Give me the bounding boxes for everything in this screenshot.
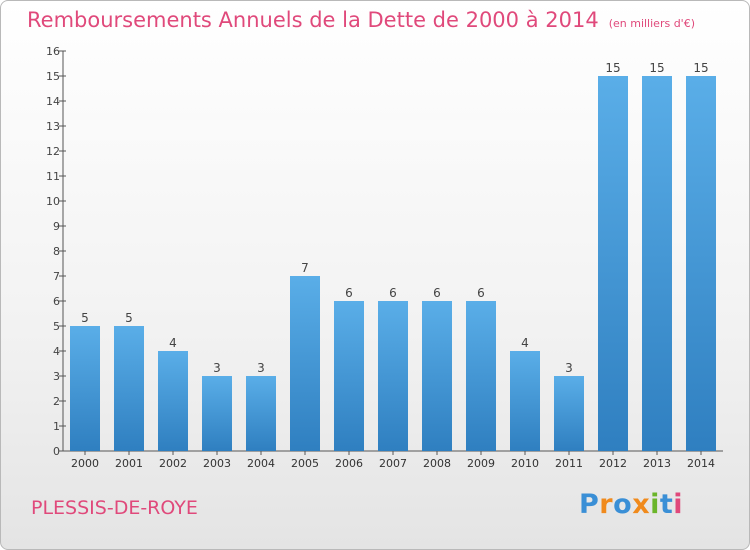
- data-label: 4: [521, 336, 529, 350]
- y-tick-label: 4: [53, 345, 60, 358]
- data-label: 6: [433, 286, 441, 300]
- data-label: 5: [125, 311, 133, 325]
- bar-2008: [422, 301, 452, 451]
- y-tick-label: 8: [53, 245, 60, 258]
- bar-2004: [246, 376, 276, 451]
- x-tick-label: 2000: [71, 457, 99, 470]
- x-tick-label: 2003: [203, 457, 231, 470]
- title-text: Remboursements Annuels de la Dette de 20…: [27, 8, 599, 32]
- logo-letter: i: [673, 489, 684, 520]
- logo-letter: r: [599, 489, 614, 520]
- x-tick-label: 2011: [555, 457, 583, 470]
- logo-letter: i: [650, 489, 660, 520]
- y-tick-label: 1: [53, 420, 60, 433]
- y-tick-label: 0: [53, 445, 60, 458]
- data-label: 3: [565, 361, 573, 375]
- y-tick-label: 6: [53, 295, 60, 308]
- x-tick-label: 2005: [291, 457, 319, 470]
- logo-letter: x: [632, 489, 651, 520]
- x-tick-label: 2002: [159, 457, 187, 470]
- data-label: 5: [81, 311, 89, 325]
- bars: [70, 76, 716, 451]
- bar-2007: [378, 301, 408, 451]
- data-label: 15: [605, 61, 620, 75]
- y-tick-label: 10: [46, 195, 60, 208]
- x-tick-label: 2001: [115, 457, 143, 470]
- x-tick-label: 2007: [379, 457, 407, 470]
- y-tick-label: 5: [53, 320, 60, 333]
- bar-2009: [466, 301, 496, 451]
- bar-2011: [554, 376, 584, 451]
- y-tick-label: 14: [46, 95, 60, 108]
- data-label: 3: [257, 361, 265, 375]
- chart-title: Remboursements Annuels de la Dette de 20…: [27, 8, 695, 32]
- bar-2010: [510, 351, 540, 451]
- x-tick-label: 2014: [687, 457, 715, 470]
- labels: 5 2000 5 2001 4 2002 3 2003 3 2004 7 2005 6 2006 6 2007…: [71, 61, 715, 470]
- y-tick-label: 15: [46, 70, 60, 83]
- bar-2013: [642, 76, 672, 451]
- x-tick-label: 2013: [643, 457, 671, 470]
- bar-2001: [114, 326, 144, 451]
- data-label: 15: [649, 61, 664, 75]
- y-tick-label: 2: [53, 395, 60, 408]
- proxiti-logo: Proxiti: [579, 489, 683, 520]
- bar-2006: [334, 301, 364, 451]
- bar-2005: [290, 276, 320, 451]
- x-tick-label: 2004: [247, 457, 275, 470]
- x-tick-label: 2008: [423, 457, 451, 470]
- x-tick-label: 2010: [511, 457, 539, 470]
- bar-2014: [686, 76, 716, 451]
- y-tick-label: 7: [53, 270, 60, 283]
- place-name: PLESSIS-DE-ROYE: [31, 497, 198, 519]
- bar-2003: [202, 376, 232, 451]
- data-label: 6: [345, 286, 353, 300]
- y-tick-label: 16: [46, 45, 60, 58]
- bar-2002: [158, 351, 188, 451]
- y-tick-label: 9: [53, 220, 60, 233]
- bar-2012: [598, 76, 628, 451]
- data-label: 15: [693, 61, 708, 75]
- y-tick-label: 11: [46, 170, 60, 183]
- x-tick-label: 2012: [599, 457, 627, 470]
- y-tick-label: 3: [53, 370, 60, 383]
- logo-letter: t: [659, 489, 674, 520]
- data-label: 3: [213, 361, 221, 375]
- logo-letter: o: [613, 489, 633, 520]
- data-label: 4: [169, 336, 177, 350]
- unit-label: (en milliers d'€): [608, 17, 695, 30]
- data-label: 6: [389, 286, 397, 300]
- logo-letter: P: [579, 489, 600, 520]
- y-tick-label: 12: [46, 145, 60, 158]
- y-tick-label: 13: [46, 120, 60, 133]
- data-label: 6: [477, 286, 485, 300]
- x-tick-label: 2006: [335, 457, 363, 470]
- bar-2000: [70, 326, 100, 451]
- x-tick-label: 2009: [467, 457, 495, 470]
- data-label: 7: [301, 261, 309, 275]
